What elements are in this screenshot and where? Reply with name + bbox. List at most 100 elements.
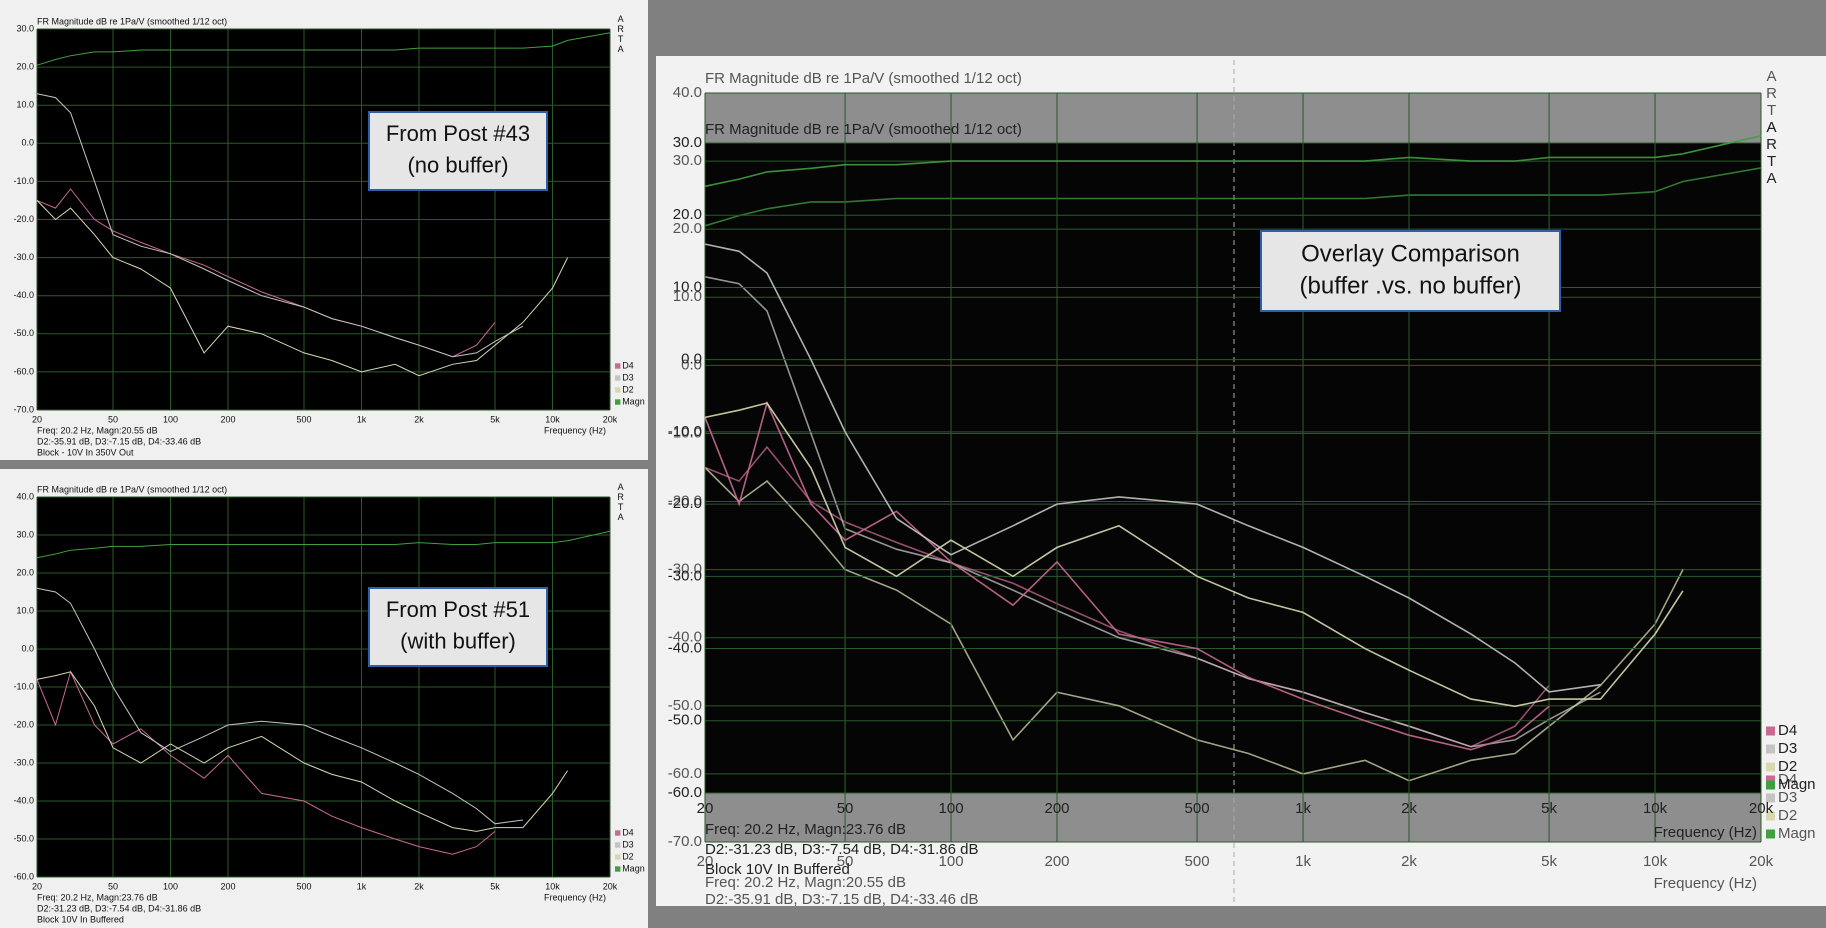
- y-tick-label: 20.0: [16, 567, 34, 577]
- x-tick-label: 2k: [1401, 800, 1417, 817]
- legend-label: D4: [1778, 771, 1797, 788]
- y-tick-label: 0.0: [681, 351, 702, 368]
- x-tick-label: 500: [1185, 853, 1210, 870]
- x-tick-label: 5k: [1541, 800, 1557, 817]
- y-tick-label: -10.0: [13, 681, 34, 691]
- legend-swatch: [615, 399, 621, 405]
- status-line: Block 10V In Buffered: [37, 914, 124, 924]
- y-tick-label: 0.0: [21, 138, 34, 148]
- plot-area-front: [705, 143, 1761, 793]
- x-tick-label: 10k: [1643, 800, 1668, 817]
- y-tick-label: 0.0: [681, 356, 702, 373]
- legend-label: Magn: [1778, 776, 1816, 793]
- x-tick-label: 100: [939, 800, 964, 817]
- annotation-box: [368, 587, 548, 667]
- y-tick-label: 10.0: [16, 100, 34, 110]
- y-tick-label: -30.0: [668, 561, 702, 578]
- legend-label: D3: [1778, 740, 1797, 757]
- annotation-text: From Post #51: [386, 597, 530, 622]
- chart-title: FR Magnitude dB re 1Pa/V (smoothed 1/12 …: [37, 484, 227, 494]
- legend-swatch: [615, 830, 621, 836]
- y-tick-label: -10.0: [668, 423, 702, 440]
- annotation-text: (buffer .vs. no buffer): [1300, 272, 1522, 299]
- annotation-text: (no buffer): [407, 152, 508, 177]
- y-tick-label: -40.0: [668, 640, 702, 657]
- chart: FR Magnitude dB re 1Pa/V (smoothed 1/12 …: [13, 14, 644, 457]
- legend-swatch: [1766, 780, 1775, 790]
- series-line: [36, 671, 569, 832]
- legend-label: Magn: [1778, 825, 1816, 842]
- series-line: [36, 587, 523, 825]
- legend-label: D2: [1778, 807, 1797, 824]
- x-tick-label: 2k: [414, 881, 424, 891]
- series-line: [704, 400, 1550, 751]
- y-tick-label: 20.0: [16, 61, 34, 71]
- legend-label: D2: [1778, 758, 1797, 775]
- x-tick-label: 50: [837, 853, 854, 870]
- x-tick-label: 2k: [1401, 853, 1417, 870]
- y-tick-label: -30.0: [13, 757, 34, 767]
- x-tick-label: 20: [697, 800, 714, 817]
- x-tick-label: 20k: [1749, 853, 1774, 870]
- y-tick-label: -50.0: [668, 712, 702, 729]
- y-tick-label: 20.0: [673, 206, 702, 223]
- annotation-text: From Post #43: [386, 121, 530, 146]
- chart: FR Magnitude dB re 1Pa/V (smoothed 1/12 …: [668, 68, 1816, 908]
- x-axis-label: Frequency (Hz): [1654, 875, 1757, 892]
- x-tick-label: 10k: [545, 414, 560, 424]
- x-tick-label: 200: [1044, 800, 1069, 817]
- x-tick-label: 20k: [603, 414, 618, 424]
- x-tick-label: 10k: [545, 881, 560, 891]
- legend-swatch: [615, 842, 621, 848]
- x-tick-label: 200: [1044, 853, 1069, 870]
- legend-label: D3: [622, 839, 634, 849]
- legend-label: D2: [622, 851, 634, 861]
- legend-label: Magn: [622, 863, 645, 873]
- series-line: [36, 200, 569, 377]
- x-tick-label: 20k: [1749, 800, 1774, 817]
- legend-swatch: [615, 866, 621, 872]
- chart-title: FR Magnitude dB re 1Pa/V (smoothed 1/12 …: [705, 70, 1022, 87]
- legend-swatch: [615, 854, 621, 860]
- y-tick-label: 10.0: [673, 278, 702, 295]
- annotation-box: [1260, 230, 1561, 312]
- x-tick-label: 1k: [1295, 853, 1311, 870]
- logo: ARTA: [616, 14, 626, 54]
- x-tick-label: 500: [296, 881, 311, 891]
- x-tick-label: 50: [837, 800, 854, 817]
- x-tick-label: 200: [220, 414, 235, 424]
- status-line: Freq: 20.2 Hz, Magn:20.55 dB: [705, 874, 906, 891]
- x-tick-label: 20: [32, 881, 42, 891]
- legend-label: D2: [622, 384, 634, 394]
- status-line: Block 10V In Buffered: [705, 861, 850, 878]
- legend-swatch: [615, 387, 621, 393]
- x-tick-label: 20: [32, 414, 42, 424]
- x-tick-label: 10k: [1643, 853, 1668, 870]
- chart-title: FR Magnitude dB re 1Pa/V (smoothed 1/12 …: [705, 121, 1022, 138]
- annotation-text: (with buffer): [400, 628, 516, 653]
- y-tick-label: -30.0: [668, 567, 702, 584]
- y-tick-label: -20.0: [668, 495, 702, 512]
- x-tick-label: 500: [296, 414, 311, 424]
- x-tick-label: 20: [697, 853, 714, 870]
- y-tick-label: -40.0: [668, 629, 702, 646]
- series-line: [36, 93, 524, 358]
- legend-swatch: [1766, 793, 1775, 803]
- y-tick-label: 30.0: [16, 529, 34, 539]
- y-tick-label: -20.0: [668, 493, 702, 510]
- y-tick-label: -60.0: [668, 784, 702, 801]
- legend-label: D3: [1778, 789, 1797, 806]
- y-tick-label: -20.0: [13, 214, 34, 224]
- chart: FR Magnitude dB re 1Pa/V (smoothed 1/12 …: [668, 119, 1816, 878]
- y-tick-label: -30.0: [13, 252, 34, 262]
- y-tick-label: 30.0: [673, 134, 702, 151]
- status-line: Freq: 20.2 Hz, Magn:20.55 dB: [37, 425, 158, 435]
- series-line: [36, 530, 611, 559]
- series-line: [704, 402, 1684, 708]
- y-tick-label: -60.0: [13, 366, 34, 376]
- x-axis-label: Frequency (Hz): [544, 425, 606, 435]
- x-axis-label: Frequency (Hz): [544, 892, 606, 902]
- x-tick-label: 500: [1185, 800, 1210, 817]
- legend-label: D3: [622, 372, 634, 382]
- x-tick-label: 5k: [1541, 853, 1557, 870]
